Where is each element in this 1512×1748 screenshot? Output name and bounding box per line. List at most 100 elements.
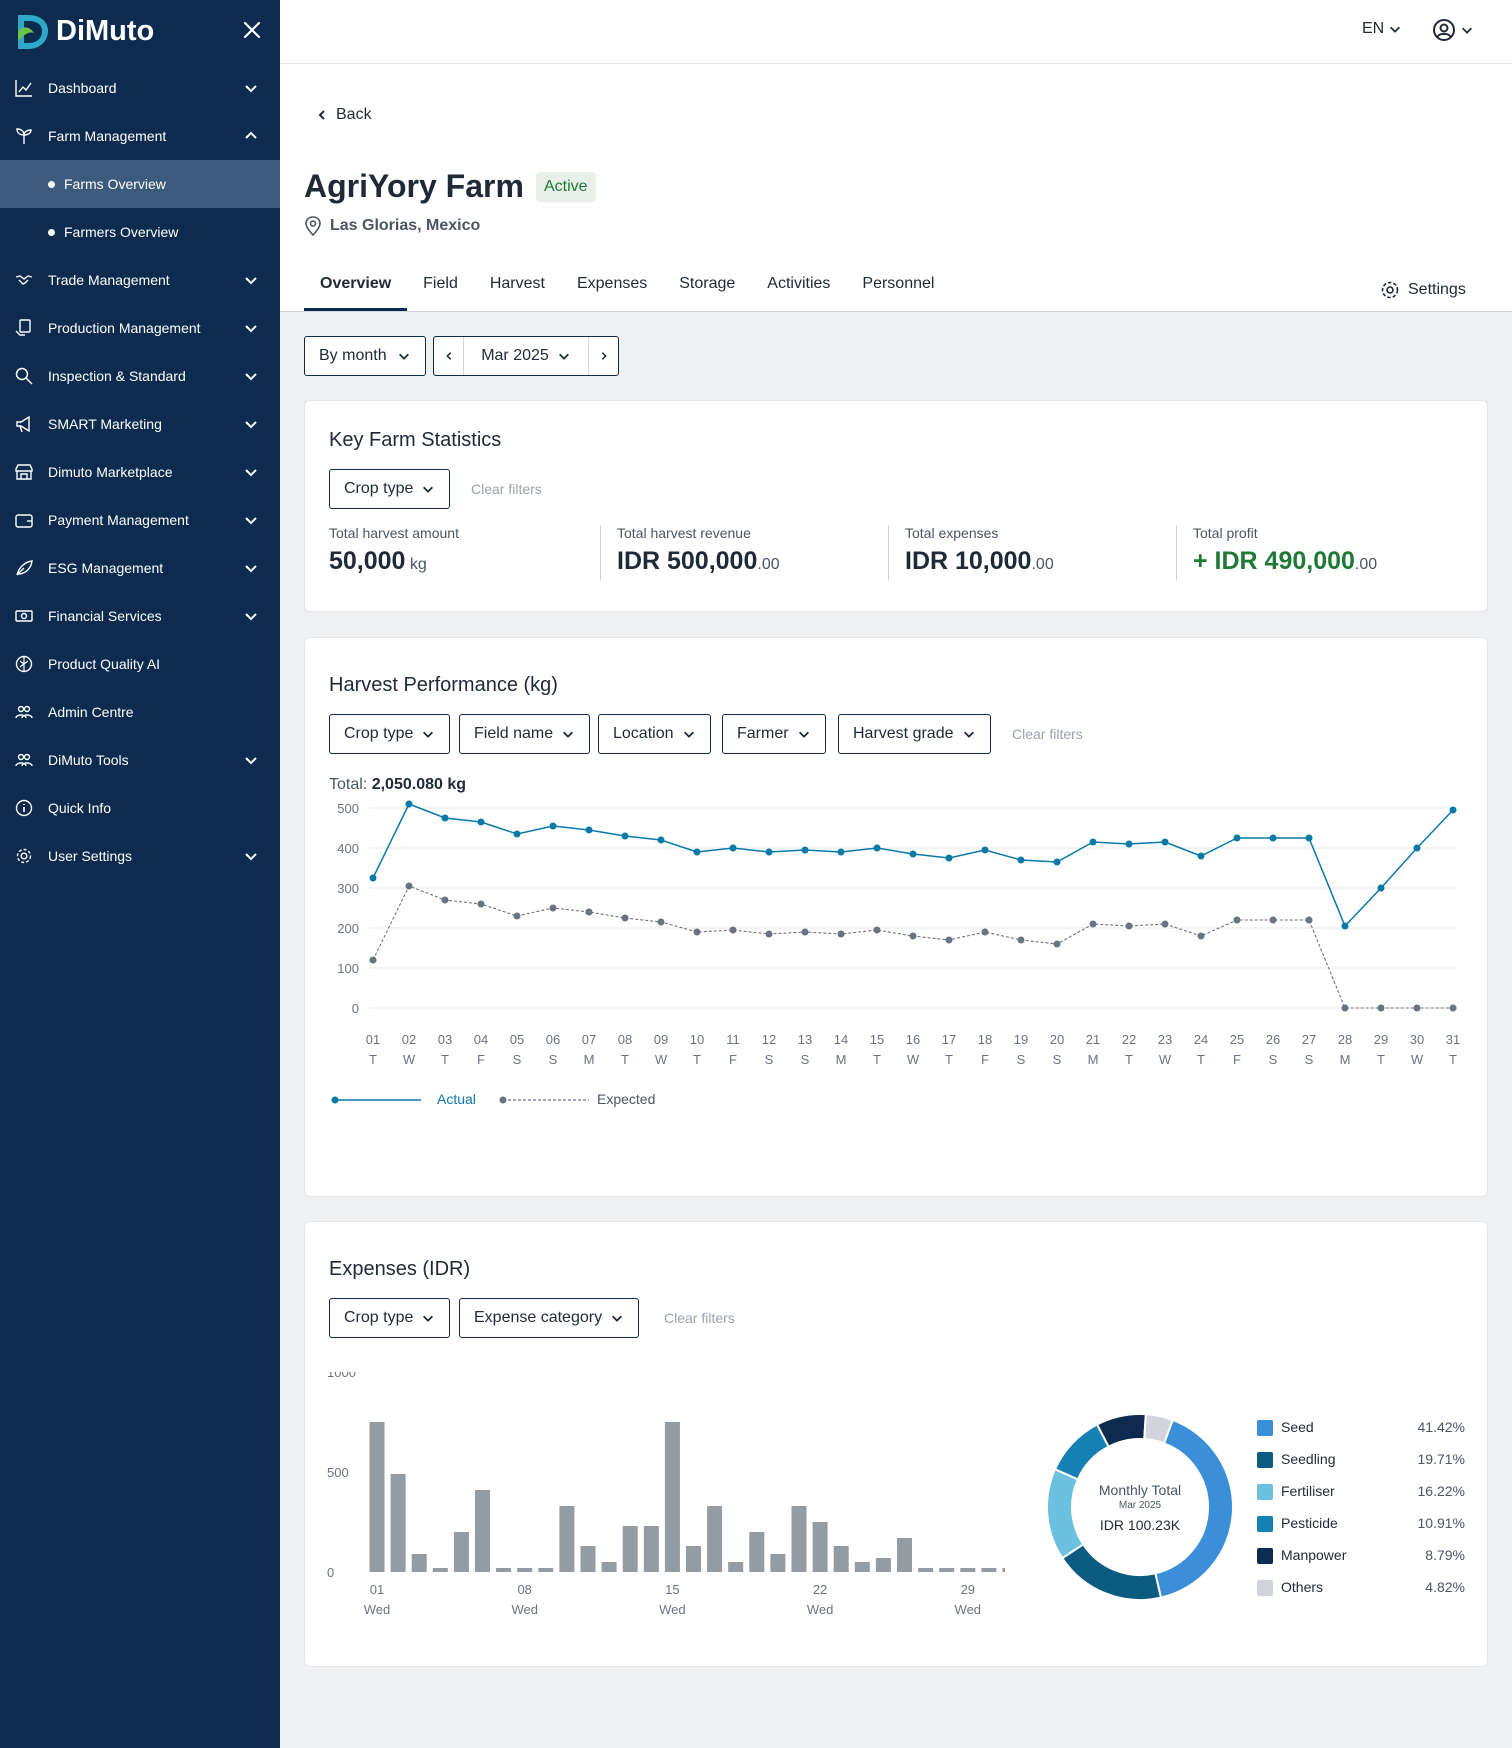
x-tick-day: 24 — [1194, 1032, 1208, 1047]
y-tick-label: 200 — [337, 921, 359, 936]
sidebar-item-admin-centre[interactable]: Admin Centre — [0, 688, 280, 736]
sidebar-item-production-management[interactable]: Production Management — [0, 304, 280, 352]
expense-bar — [728, 1562, 744, 1572]
filter-label: Location — [613, 725, 674, 742]
x-tick-day: 16 — [906, 1032, 920, 1047]
user-menu[interactable] — [1432, 18, 1474, 42]
x-tick-weekday: M — [584, 1052, 595, 1067]
expenses-bar-chart: 0 500 1000 01 Wed 08 Wed 15 Wed 22 Wed 29 Wed — [327, 1372, 1005, 1617]
x-tick-weekday: T — [1377, 1052, 1385, 1067]
data-point-actual — [1269, 834, 1277, 842]
tab-activities[interactable]: Activities — [767, 275, 831, 292]
harvest-grade-filter[interactable]: Harvest grade — [838, 714, 991, 754]
clear-filters-button[interactable]: Clear filters — [1012, 726, 1083, 742]
data-point-actual — [1161, 838, 1169, 846]
x-tick-weekday: S — [801, 1052, 810, 1067]
x-tick-day: 15 — [870, 1032, 884, 1047]
location-filter[interactable]: Location — [598, 714, 711, 754]
x-tick-day: 26 — [1266, 1032, 1280, 1047]
sidebar-sub-item-farmers-overview[interactable]: Farmers Overview — [0, 208, 280, 256]
close-sidebar-icon[interactable] — [240, 18, 264, 42]
month-picker: Mar 2025 — [433, 336, 619, 376]
harvest-total: Total: 2,050.080 kg — [329, 776, 466, 794]
farmer-filter[interactable]: Farmer — [722, 714, 826, 754]
stat-value: IDR 500,000 — [617, 547, 758, 575]
tab-personnel[interactable]: Personnel — [862, 275, 935, 292]
sidebar-item-label: Production Management — [48, 320, 201, 336]
tab-overview[interactable]: Overview — [304, 271, 408, 311]
settings-button[interactable]: Settings — [1380, 280, 1466, 300]
app-logo[interactable]: DiMuto — [14, 10, 154, 52]
next-month-button[interactable] — [588, 337, 618, 375]
expense-bar — [390, 1474, 406, 1572]
x-tick-weekday: Wed — [955, 1602, 982, 1617]
field-name-filter[interactable]: Field name — [459, 714, 591, 754]
chevron-down-icon — [245, 373, 257, 381]
sidebar-item-user-settings[interactable]: User Settings — [0, 832, 280, 880]
month-select[interactable]: Mar 2025 — [464, 347, 588, 365]
chevron-down-icon — [245, 85, 257, 93]
x-tick-day: 19 — [1014, 1032, 1028, 1047]
expense-category-filter[interactable]: Expense category — [459, 1298, 640, 1338]
chevron-down-icon — [245, 757, 257, 765]
harvest-line-chart: 0 100 200 300 400 500 01 T 02 W 03 T 04 F 05 S 06 S 07 M 08 T… — [337, 800, 1460, 1067]
sidebar-item-quick-info[interactable]: Quick Info — [0, 784, 280, 832]
crop-type-filter[interactable]: Crop type — [329, 714, 451, 754]
sprout-icon — [14, 126, 34, 146]
production-icon — [14, 318, 34, 338]
gear-icon — [14, 846, 34, 866]
clear-filters-button[interactable]: Clear filters — [664, 1310, 735, 1326]
sidebar-item-esg-management[interactable]: ESG Management — [0, 544, 280, 592]
expense-bar — [686, 1546, 701, 1572]
y-tick-label: 400 — [337, 841, 359, 856]
data-point-expected — [513, 912, 521, 920]
stat-value: 50,000 — [329, 547, 406, 575]
sidebar-item-payment-management[interactable]: Payment Management — [0, 496, 280, 544]
tab-harvest[interactable]: Harvest — [489, 275, 545, 292]
total-label: Total: — [329, 776, 368, 793]
banknote-icon — [14, 606, 34, 626]
prev-month-button[interactable] — [434, 337, 464, 375]
clear-filters-button[interactable]: Clear filters — [471, 481, 542, 497]
x-tick-day: 29 — [1374, 1032, 1388, 1047]
sidebar-item-dimuto-marketplace[interactable]: Dimuto Marketplace — [0, 448, 280, 496]
sidebar-item-product-quality-ai[interactable]: Product Quality AI — [0, 640, 280, 688]
donut-center-label: Monthly Total Mar 2025 IDR 100.23K — [1045, 1482, 1235, 1533]
data-point-actual — [693, 848, 701, 856]
legend-fertiliser: Fertiliser 16.22% — [1257, 1482, 1465, 1502]
legend-expected-label: Expected — [597, 1091, 656, 1107]
stat-unit: .00 — [757, 556, 780, 573]
tab-field[interactable]: Field — [423, 275, 458, 292]
data-point-actual — [621, 832, 629, 840]
data-point-actual — [981, 846, 989, 854]
series-line-actual — [372, 803, 1454, 928]
sidebar-item-farm-management[interactable]: Farm Management — [0, 112, 280, 160]
x-tick-day: 13 — [798, 1032, 812, 1047]
back-button[interactable]: Back — [316, 106, 372, 124]
sidebar-item-inspection-standard[interactable]: Inspection & Standard — [0, 352, 280, 400]
crop-type-filter[interactable]: Crop type — [329, 469, 451, 509]
data-point-expected — [585, 908, 593, 916]
sidebar-item-financial-services[interactable]: Financial Services — [0, 592, 280, 640]
chevron-down-icon — [683, 731, 694, 738]
sidebar-item-dimuto-tools[interactable]: DiMuto Tools — [0, 736, 280, 784]
chevron-down-icon — [245, 517, 257, 525]
period-mode-select[interactable]: By month — [304, 336, 426, 376]
sidebar-item-smart-marketing[interactable]: SMART Marketing — [0, 400, 280, 448]
language-selector[interactable]: EN — [1362, 20, 1402, 38]
data-point-expected — [621, 914, 629, 922]
x-tick-day: 11 — [726, 1032, 740, 1047]
sidebar-sub-item-farms-overview[interactable]: Farms Overview — [0, 160, 280, 208]
x-tick-weekday: S — [1305, 1052, 1314, 1067]
legend-swatch — [1257, 1516, 1273, 1532]
chevron-down-icon — [423, 486, 434, 493]
sidebar-item-trade-management[interactable]: Trade Management — [0, 256, 280, 304]
x-tick-weekday: T — [1449, 1052, 1457, 1067]
tab-expenses[interactable]: Expenses — [576, 275, 648, 292]
sidebar-item-label: Dimuto Marketplace — [48, 464, 173, 480]
tab-storage[interactable]: Storage — [679, 275, 736, 292]
crop-type-filter[interactable]: Crop type — [329, 1298, 451, 1338]
expense-bar — [369, 1422, 385, 1572]
sidebar-item-label: Payment Management — [48, 512, 189, 528]
sidebar-item-dashboard[interactable]: Dashboard — [0, 64, 280, 112]
